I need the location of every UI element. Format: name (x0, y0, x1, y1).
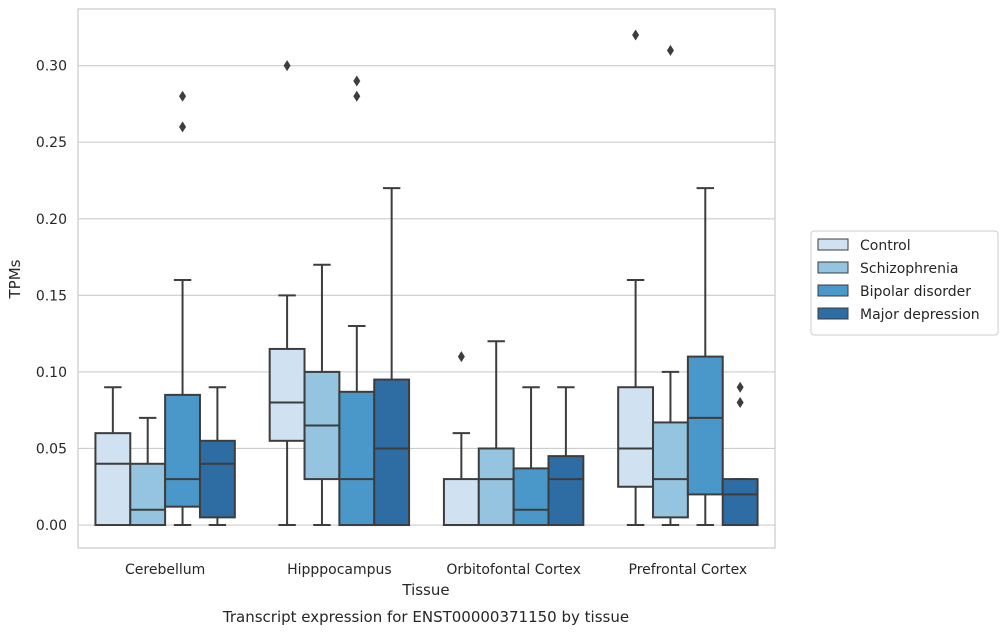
legend-swatch (817, 261, 849, 274)
series-schizophrenia (129, 44, 689, 527)
outlier-marker (353, 90, 361, 102)
legend-swatch (817, 238, 849, 251)
y-tick-label: 0.30 (36, 59, 67, 75)
y-tick-label: 0.15 (36, 288, 67, 304)
box (442, 478, 480, 527)
outlier-marker (666, 44, 674, 56)
y-tick-label: 0.05 (36, 441, 67, 457)
x-axis-label: Tissue (401, 581, 449, 599)
box (652, 421, 689, 519)
legend-entry-label: Bipolar disorder (860, 284, 971, 300)
outlier-marker (179, 90, 187, 102)
legend-swatch (817, 284, 849, 297)
legend-entry-label: Control (860, 238, 911, 254)
plot-area-frame (77, 8, 776, 549)
box (512, 467, 550, 527)
outlier-marker (457, 351, 465, 363)
outlier-marker (179, 121, 187, 133)
y-tick-label: 0.20 (36, 212, 67, 228)
box (477, 447, 515, 527)
outlier-marker (632, 29, 640, 41)
x-tick-label: Prefrontal Cortex (629, 562, 748, 578)
x-axis-ticks: Cerebellum Hipppocampus Orbitofontal Corte… (125, 562, 747, 578)
box (373, 378, 411, 527)
box (617, 386, 655, 488)
y-tick-label: 0.00 (36, 518, 67, 534)
legend-frame (810, 230, 999, 336)
box (268, 347, 306, 442)
box (94, 432, 132, 527)
y-axis-ticks: 0.00 0.05 0.10 0.15 0.20 0.25 0.30 (36, 59, 67, 534)
series-major-depression (198, 187, 759, 527)
outlier-marker (736, 381, 744, 393)
y-tick-label: 0.10 (36, 365, 67, 381)
box (198, 439, 236, 519)
outlier-marker (736, 397, 744, 409)
series-bipolar-disorder (164, 75, 724, 527)
legend-swatch (817, 307, 849, 320)
box-plot-series (94, 29, 759, 527)
figure-caption: Transcript expression for ENST0000037115… (222, 608, 629, 626)
box (164, 393, 201, 508)
box (547, 455, 585, 527)
legend-entry-label: Schizophrenia (860, 261, 958, 277)
x-tick-label: Orbitofontal Cortex (446, 562, 581, 578)
box (686, 355, 724, 496)
x-tick-label: Cerebellum (125, 562, 205, 578)
outlier-marker (353, 75, 361, 87)
y-axis-label: TPMs (6, 259, 24, 299)
y-tick-label: 0.25 (36, 135, 67, 151)
legend: Control Schizophrenia Bipolar disorder Majo… (810, 230, 999, 336)
box (338, 390, 376, 527)
outlier-marker (283, 60, 291, 72)
box (129, 462, 167, 527)
x-tick-label: Hipppocampus (287, 562, 392, 578)
legend-entry-label: Major depression (860, 307, 980, 323)
box (721, 478, 759, 527)
